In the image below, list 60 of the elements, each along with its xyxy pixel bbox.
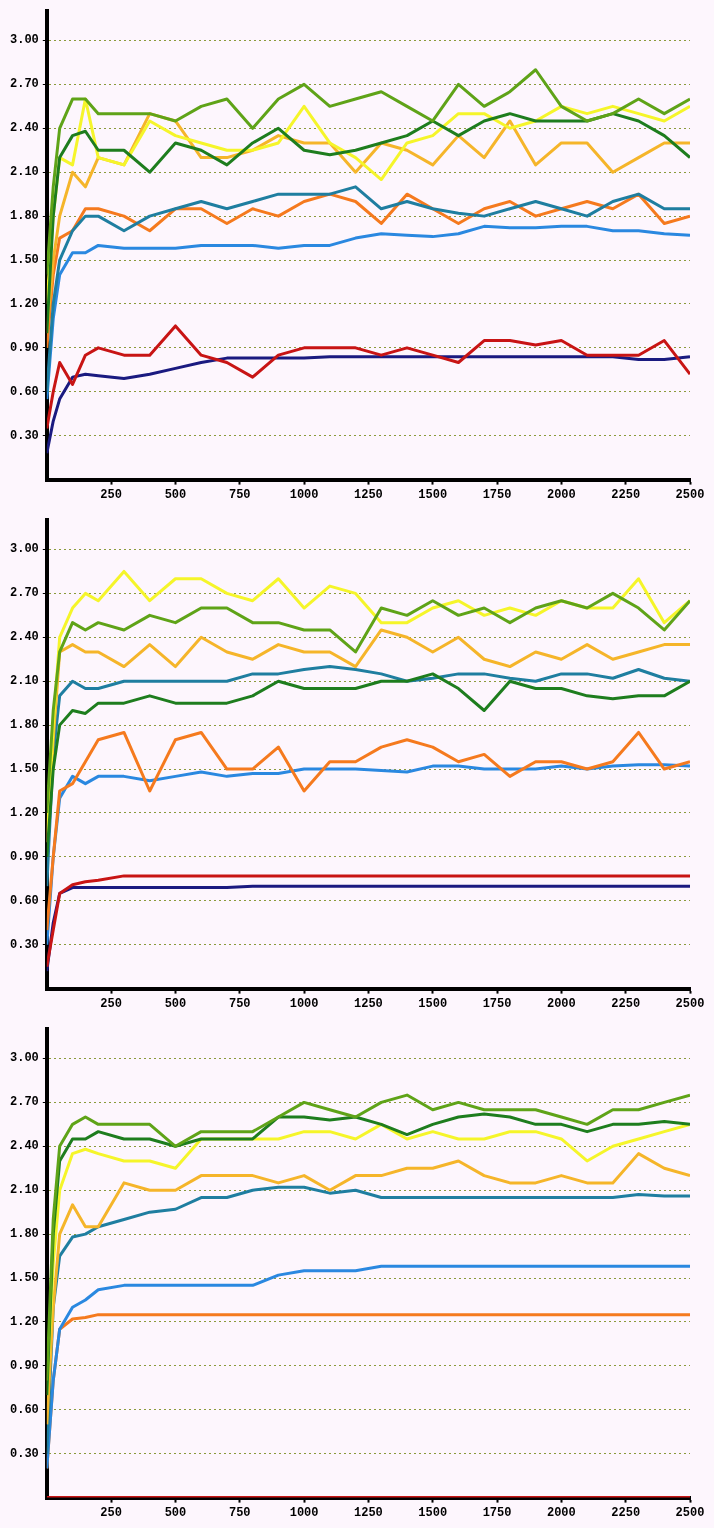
x-tick-label: 500	[164, 1505, 187, 1520]
y-tick-label: 2.70	[9, 586, 39, 601]
x-tick-label: 500	[164, 996, 187, 1011]
x-tick-label: 750	[228, 996, 251, 1011]
x-tick-label: 1000	[289, 487, 319, 502]
y-tick-label: 2.70	[9, 77, 39, 92]
y-tick-label: 1.20	[9, 805, 39, 820]
y-tick-label: 1.80	[9, 209, 39, 224]
y-tick-label: 0.60	[9, 384, 39, 399]
y-tick-label: 0.30	[9, 937, 39, 952]
y-tick-label: 0.90	[9, 849, 39, 864]
y-tick-label: 0.60	[9, 893, 39, 908]
x-tick-label: 1000	[289, 1505, 319, 1520]
x-tick-label: 2500	[675, 487, 705, 502]
y-tick-label: 3.00	[9, 1051, 39, 1066]
x-tick-label: 1250	[354, 1505, 383, 1520]
x-tick-label: 2000	[546, 1505, 576, 1520]
x-tick-label: 500	[164, 487, 187, 502]
y-tick-label: 0.90	[9, 340, 39, 355]
x-tick-label: 1250	[354, 487, 383, 502]
x-tick-label: 2000	[546, 996, 576, 1011]
x-tick-label: 2500	[675, 1505, 705, 1520]
y-tick-label: 0.60	[9, 1402, 39, 1417]
x-tick-label: 2250	[611, 1505, 641, 1520]
x-tick-label: 1750	[482, 1505, 512, 1520]
y-tick-label: 1.20	[9, 1314, 39, 1329]
x-tick-label: 2250	[611, 996, 641, 1011]
y-tick-label: 2.10	[9, 1183, 39, 1198]
y-tick-label: 0.90	[9, 1358, 39, 1373]
y-tick-label: 1.20	[9, 296, 39, 311]
x-tick-label: 750	[228, 487, 251, 502]
y-tick-label: 0.30	[9, 428, 39, 443]
y-tick-label: 1.50	[9, 762, 39, 777]
y-tick-label: 1.50	[9, 1271, 39, 1286]
x-tick-label: 1500	[418, 487, 448, 502]
x-tick-label: 250	[100, 996, 122, 1011]
x-tick-label: 1250	[354, 996, 383, 1011]
x-tick-label: 1500	[418, 1505, 448, 1520]
y-tick-label: 2.40	[9, 1139, 39, 1154]
y-tick-label: 2.40	[9, 121, 39, 136]
x-tick-label: 2500	[675, 996, 705, 1011]
y-tick-label: 1.50	[9, 253, 39, 268]
x-tick-label: 250	[100, 487, 122, 502]
y-tick-label: 2.70	[9, 1095, 39, 1110]
y-tick-label: 3.00	[9, 33, 39, 48]
y-tick-label: 1.80	[9, 718, 39, 733]
x-tick-label: 250	[100, 1505, 122, 1520]
y-tick-label: 1.80	[9, 1227, 39, 1242]
x-tick-label: 2000	[546, 487, 576, 502]
y-tick-label: 0.30	[9, 1446, 39, 1461]
y-tick-label: 3.00	[9, 542, 39, 557]
y-tick-label: 2.40	[9, 630, 39, 645]
y-tick-label: 2.10	[9, 674, 39, 689]
x-tick-label: 2250	[611, 487, 641, 502]
y-tick-label: 2.10	[9, 165, 39, 180]
x-tick-label: 750	[228, 1505, 251, 1520]
x-tick-label: 1750	[482, 996, 512, 1011]
x-tick-label: 1750	[482, 487, 512, 502]
x-tick-label: 1500	[418, 996, 448, 1011]
x-tick-label: 1000	[289, 996, 319, 1011]
